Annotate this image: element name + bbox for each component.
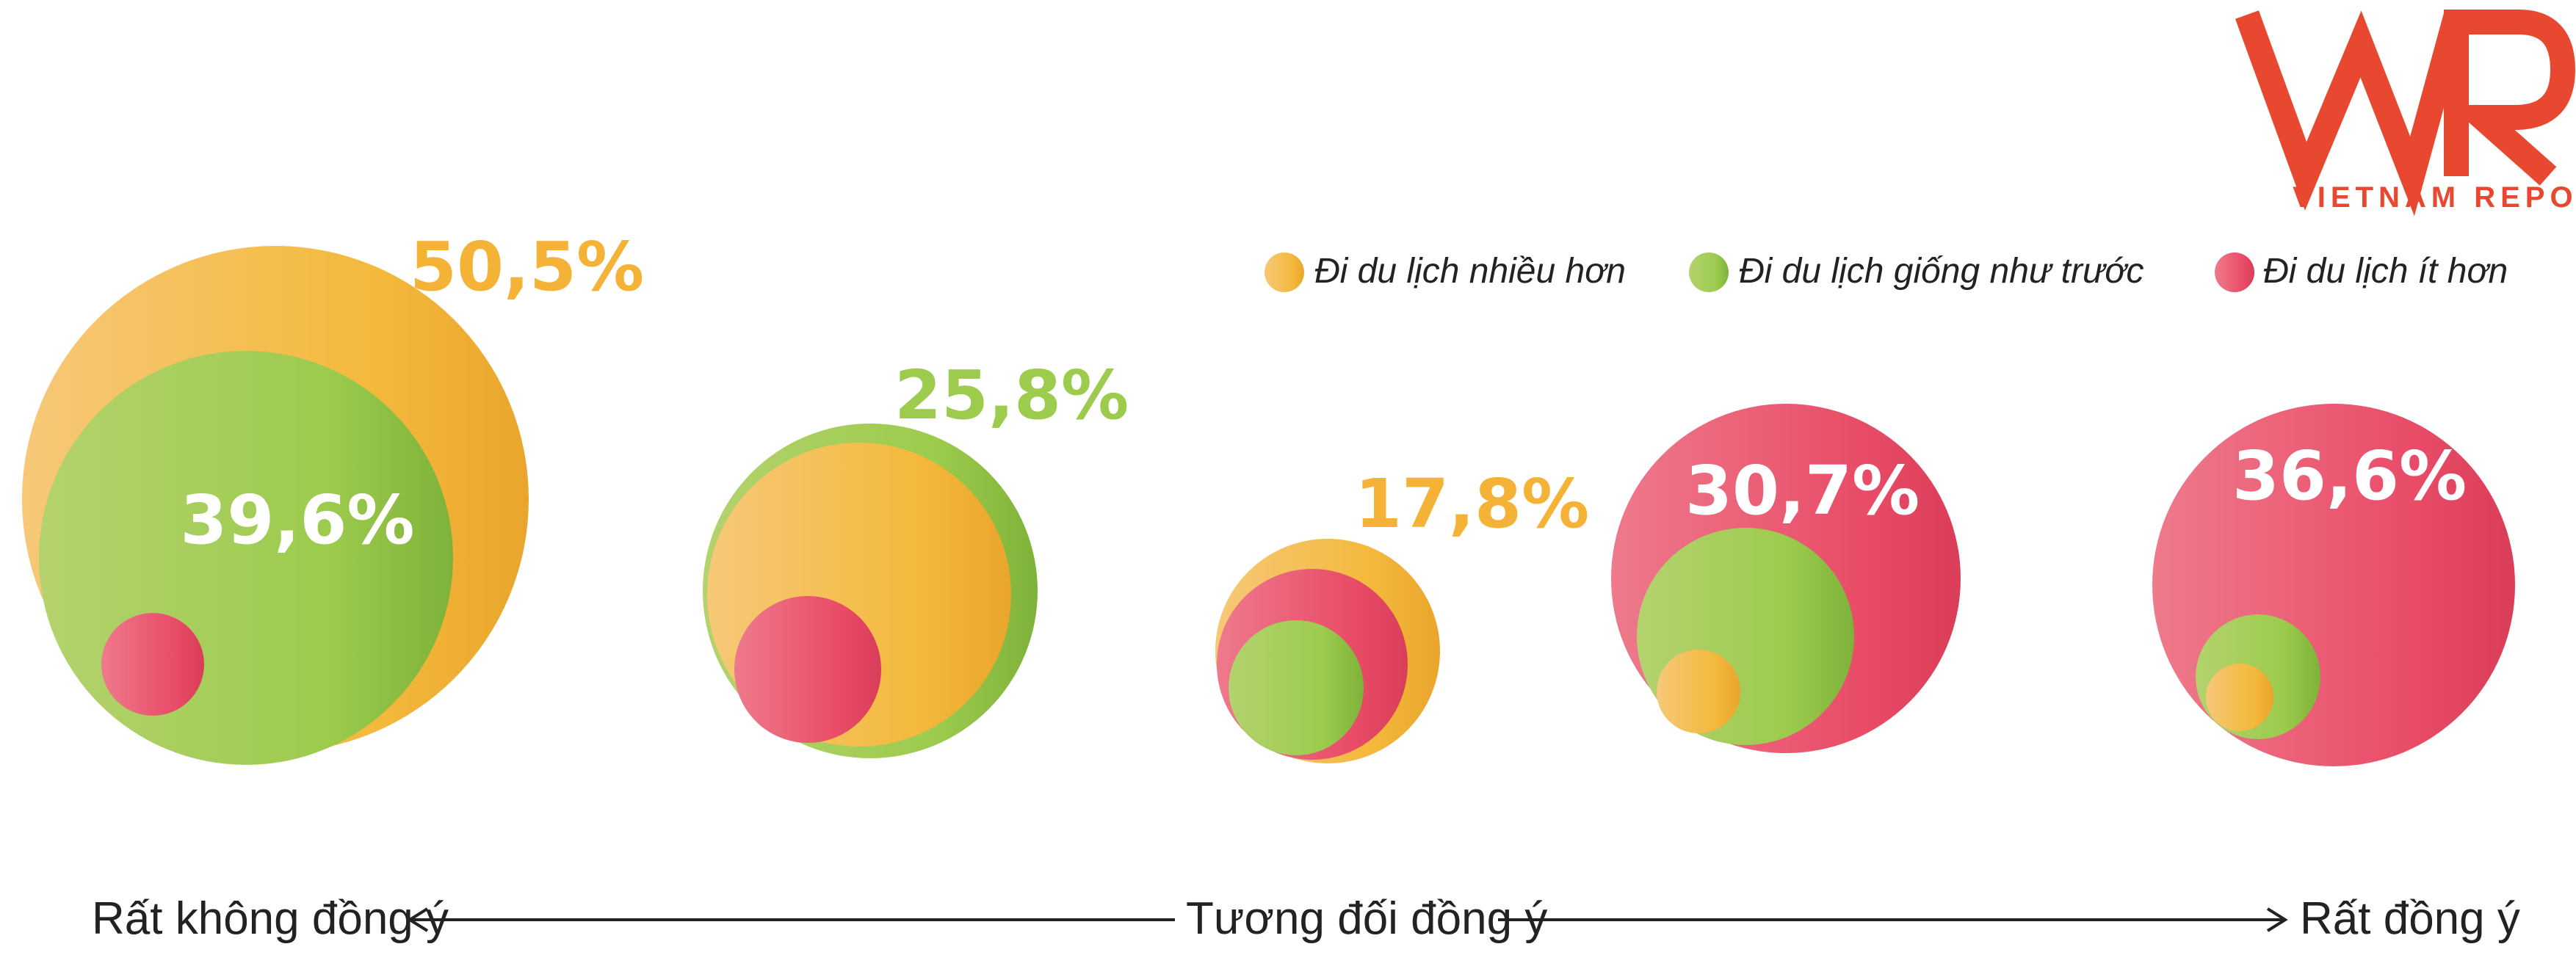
legend-item-more: Đi du lịch nhiều hơn [1265, 252, 1626, 292]
bubble-3-label-more: 17,8% [1355, 465, 1589, 543]
bubble-group-4: 30,7% [1611, 404, 1961, 753]
legend-item-same: Đi du lịch giống như trước [1689, 252, 2143, 292]
legend-swatch-same [1689, 253, 1729, 292]
arrow-left-icon [407, 907, 1175, 932]
bubble-group-5: 36,6% [2152, 404, 2515, 766]
bubble-1-label-same: 39,6% [180, 481, 414, 559]
legend-label-same: Đi du lịch giống như trước [1739, 252, 2143, 291]
legend-item-less: Đi du lịch ít hơn [2215, 252, 2508, 292]
vnr-logo: VIETNAM REPORT [2235, 10, 2576, 217]
bubble-group-2: 25,8% [703, 356, 1129, 758]
legend: Đi du lịch nhiều hơn Đi du lịch giống nh… [1265, 252, 2508, 292]
legend-label-more: Đi du lịch nhiều hơn [1314, 252, 1626, 291]
vnr-logo-mark [2235, 10, 2576, 217]
legend-swatch-more [1265, 253, 1304, 292]
bubble-5-label-less: 36,6% [2232, 437, 2467, 515]
legend-label-less: Đi du lịch ít hơn [2263, 252, 2508, 291]
bubble-3-same [1229, 620, 1364, 755]
bubble-group-3: 17,8% [1215, 465, 1589, 763]
agreement-axis: Rất không đồng ý Tương đối đồng ý Rất đồ… [92, 893, 2520, 944]
bubble-4-label-less: 30,7% [1685, 451, 1920, 530]
bubble-1-label-more: 50,5% [410, 228, 644, 306]
bubble-5-more [2206, 664, 2273, 731]
vnr-logo-text: VIETNAM REPORT [2293, 181, 2576, 214]
bubble-4-more [1657, 650, 1740, 733]
axis-label-middle: Tương đối đồng ý [1186, 893, 1547, 944]
bubble-2-label-same: 25,8% [894, 356, 1129, 435]
bubble-group-1: 50,5% 39,6% [22, 228, 644, 765]
axis-label-left: Rất không đồng ý [92, 893, 449, 944]
arrow-right-icon [1498, 907, 2288, 932]
axis-label-right: Rất đồng ý [2300, 893, 2520, 944]
bubble-2-less [734, 596, 881, 743]
legend-swatch-less [2215, 253, 2254, 292]
bubble-1-less [101, 613, 204, 716]
